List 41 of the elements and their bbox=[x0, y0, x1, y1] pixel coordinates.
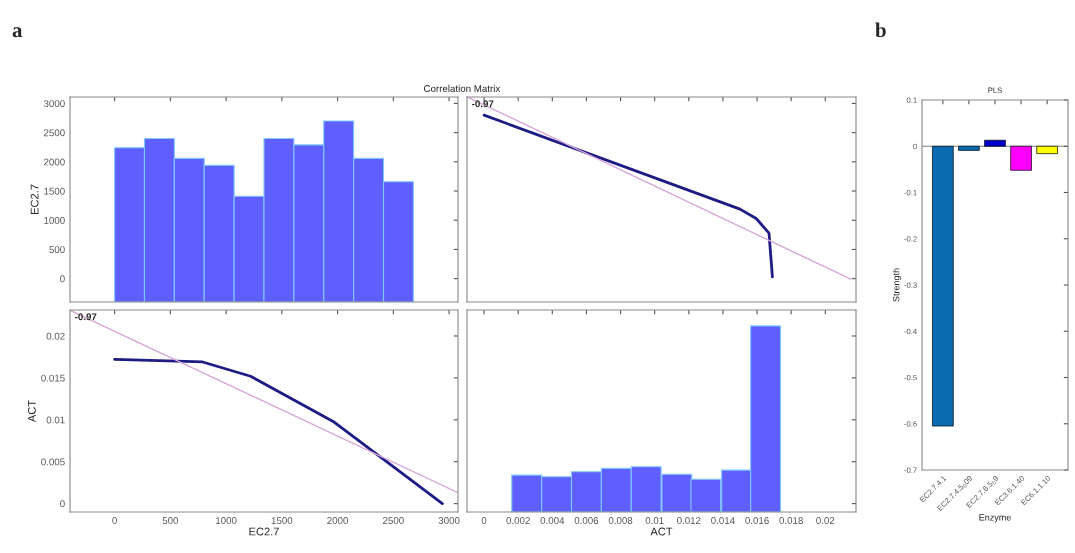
x-tick-label: 1500 bbox=[271, 517, 293, 524]
x-tick-label: 500 bbox=[162, 517, 179, 524]
x-tick-label: 0.01 bbox=[645, 517, 664, 524]
x-tick-label: 0.002 bbox=[506, 517, 530, 524]
y-tick-label: 0.015 bbox=[41, 374, 65, 382]
y-tick-label: 0.005 bbox=[41, 458, 65, 466]
x-tick-label: 0.006 bbox=[574, 517, 599, 524]
annotation: -0.97 bbox=[75, 313, 97, 321]
annotation: -0.97 bbox=[472, 100, 494, 108]
x-tick-label: 0.008 bbox=[608, 517, 633, 524]
y-tick-label: 1500 bbox=[44, 187, 65, 195]
chart-title: Correlation Matrix bbox=[424, 84, 501, 92]
x-tick-label: 2500 bbox=[383, 517, 404, 524]
y-axis-title: Strength bbox=[892, 268, 902, 302]
x-axis-title: EC2.7 bbox=[249, 527, 279, 536]
x-tick-label: 0.018 bbox=[779, 517, 803, 524]
y-axis-title: ACT bbox=[27, 400, 36, 423]
text: a bbox=[12, 27, 23, 38]
y-axis-title: EC2.7 bbox=[30, 184, 39, 215]
x-tick-label: 3000 bbox=[438, 517, 460, 524]
y-tick-label: 2500 bbox=[44, 129, 65, 137]
y-tick-label: 0 bbox=[60, 275, 65, 283]
y-tick-label: 1000 bbox=[44, 216, 65, 224]
y-tick-label: 500 bbox=[49, 246, 65, 254]
x-tick-label: 0.02 bbox=[816, 517, 835, 524]
x-tick-label: 0 bbox=[112, 517, 117, 524]
x-tick-label: 0.016 bbox=[745, 517, 769, 524]
y-tick-label: 3000 bbox=[43, 100, 65, 108]
x-tick-label: 0.004 bbox=[540, 517, 565, 524]
x-axis-title: Enzyme bbox=[979, 514, 1011, 523]
line-series bbox=[113, 358, 444, 506]
x-tick-label: 0.012 bbox=[677, 517, 701, 524]
y-tick-label: 0.02 bbox=[46, 332, 65, 340]
y-tick-label: 0.01 bbox=[46, 416, 65, 424]
x-tick-label: 2000 bbox=[327, 517, 349, 524]
x-tick-label: 1000 bbox=[216, 517, 237, 524]
x-tick-label: 0.014 bbox=[711, 517, 735, 524]
x-tick-label: 0 bbox=[481, 517, 487, 524]
text: b bbox=[875, 22, 886, 38]
x-axis-title: ACT bbox=[650, 527, 673, 536]
y-tick-label: 2000 bbox=[44, 158, 65, 166]
